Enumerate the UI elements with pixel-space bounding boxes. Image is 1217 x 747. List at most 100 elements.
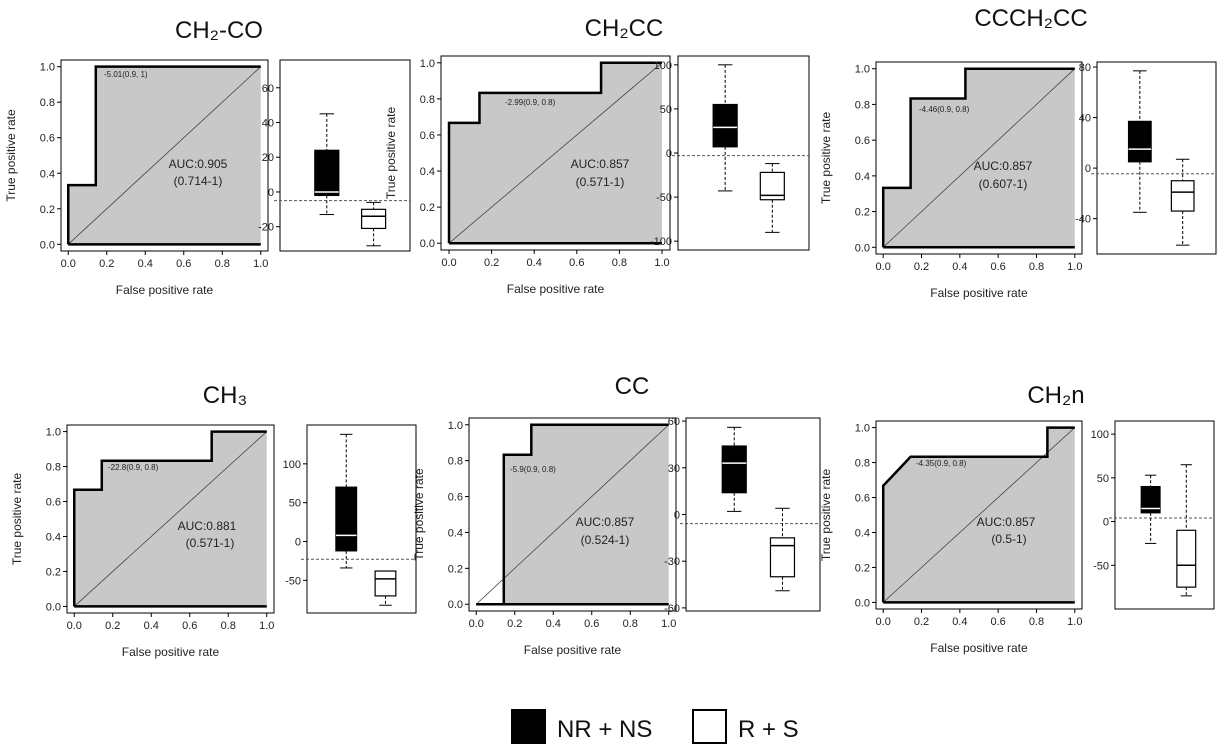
y-axis-label: True positive rate — [819, 469, 833, 562]
y-tick-label: 0.8 — [420, 94, 435, 106]
roc-diagonal — [67, 66, 262, 245]
x-axis-label: False positive rate — [930, 641, 1028, 655]
x-tick-label: 0.0 — [61, 258, 76, 270]
auc-label: AUC:0.857 — [977, 515, 1036, 529]
box-body — [769, 537, 796, 578]
roc-frame — [875, 61, 1083, 255]
auc-label: AUC:0.857 — [571, 157, 630, 171]
x-tick-label: 0.4 — [952, 616, 967, 628]
box-r-s — [374, 570, 397, 606]
boxplot-tick-label: 50 — [660, 104, 672, 116]
x-axis-label: False positive rate — [930, 286, 1028, 300]
box-body — [335, 486, 358, 552]
auc-ci-label: (0.571-1) — [186, 536, 235, 550]
boxplot-tick-label: 0 — [666, 148, 672, 160]
roc-curve — [881, 67, 1075, 248]
y-tick-label: 0.8 — [855, 99, 870, 111]
x-tick-label: 0.0 — [876, 616, 891, 628]
panel-2: CH₂CC 0.0 0.0 0.2 0.2 0.4 0.4 0.6 0.6 0.8 0.8 1.0 1.… — [384, 15, 810, 296]
x-tick-label: 0.2 — [507, 618, 522, 630]
y-tick-label: 0.6 — [46, 497, 61, 509]
roc-frame — [66, 424, 275, 614]
x-tick-label: 0.8 — [623, 618, 638, 630]
box-body — [361, 208, 387, 230]
panel-title: CH₂CC — [585, 15, 664, 42]
box-nr-ns — [314, 113, 340, 216]
y-tick-label: 0.6 — [855, 135, 870, 147]
y-tick-label: 0.2 — [855, 207, 870, 219]
y-tick-label: 0.4 — [855, 171, 870, 183]
auc-label: AUC:0.857 — [974, 159, 1033, 173]
roc-curve — [66, 65, 261, 245]
box-body — [1127, 120, 1152, 163]
boxplot-tick-label: 40 — [262, 118, 274, 130]
boxplot-tick-label: 0 — [674, 510, 680, 522]
y-tick-label: 0.4 — [855, 527, 870, 539]
y-tick-label: 0.0 — [420, 238, 435, 250]
boxplot-tick-label: 60 — [668, 416, 680, 428]
y-tick-label: 0.0 — [855, 242, 870, 254]
cutoff-label: -2.99(0.9, 0.8) — [505, 98, 556, 107]
panels: CH₂-CO 0.0 0.0 0.2 0.2 0.4 0.4 0.6 0.6 0.8 0.8 1.0 1… — [4, 5, 1217, 659]
x-tick-label: 0.2 — [99, 258, 114, 270]
x-tick-label: 0.0 — [469, 618, 484, 630]
x-tick-label: 1.0 — [259, 620, 274, 632]
x-tick-label: 0.8 — [221, 620, 236, 632]
box-r-s — [361, 201, 387, 247]
y-tick-label: 0.0 — [448, 599, 463, 611]
boxplot-frame — [685, 417, 821, 612]
y-tick-label: 0.2 — [420, 202, 435, 214]
boxplot-tick-label: 100 — [283, 459, 301, 471]
x-tick-label: 0.8 — [1029, 261, 1044, 273]
x-tick-label: 0.8 — [1029, 616, 1044, 628]
boxplot-tick-label: 100 — [1091, 429, 1109, 441]
panel-1: CH₂-CO 0.0 0.0 0.2 0.2 0.4 0.4 0.6 0.6 0.8 0.8 1.0 1… — [4, 17, 411, 297]
y-tick-label: 0.2 — [40, 204, 55, 216]
x-tick-label: 0.6 — [176, 258, 191, 270]
box-nr-ns — [1140, 474, 1161, 544]
roc-diagonal — [73, 431, 268, 607]
x-tick-label: 0.6 — [991, 261, 1006, 273]
auc-ci-label: (0.5-1) — [991, 532, 1026, 546]
panel-title: CH₂-CO — [175, 17, 263, 44]
box-body — [721, 445, 747, 494]
x-tick-label: 0.4 — [144, 620, 159, 632]
boxplot-frame — [1114, 420, 1215, 610]
y-tick-label: 1.0 — [46, 427, 61, 439]
box-nr-ns — [1127, 70, 1152, 213]
panel-title: CH₂n — [1027, 382, 1084, 409]
roc-frame — [440, 55, 671, 251]
x-tick-label: 1.0 — [1067, 261, 1082, 273]
y-axis-label: True positive rate — [819, 112, 833, 205]
boxplot-tick-label: -30 — [664, 556, 680, 568]
y-tick-label: 0.4 — [448, 527, 463, 539]
boxplot-tick-label: 0 — [268, 187, 274, 199]
x-tick-label: 0.0 — [876, 261, 891, 273]
x-tick-label: 1.0 — [654, 257, 669, 269]
y-axis-label: True positive rate — [384, 107, 398, 200]
x-tick-label: 0.2 — [914, 616, 929, 628]
boxplot-tick-label: -60 — [664, 603, 680, 615]
y-tick-label: 1.0 — [420, 58, 435, 70]
y-tick-label: 0.4 — [40, 168, 55, 180]
boxplot-tick-label: -50 — [1093, 560, 1109, 572]
y-tick-label: 0.8 — [40, 97, 55, 109]
x-tick-label: 0.4 — [138, 258, 153, 270]
x-tick-label: 0.2 — [914, 261, 929, 273]
legend: NR + NS R + S — [511, 709, 799, 744]
box-body — [374, 570, 397, 597]
auc-ci-label: (0.524-1) — [581, 533, 630, 547]
y-tick-label: 0.2 — [855, 562, 870, 574]
box-r-s — [759, 163, 785, 233]
boxplot-tick-label: -20 — [258, 222, 274, 234]
auc-label: AUC:0.881 — [178, 519, 237, 533]
panel-3: CCCH₂CC 0.0 0.0 0.2 0.2 0.4 0.4 0.6 0.6 0.8 0.8 1.0… — [819, 5, 1217, 300]
roc-frame — [60, 59, 269, 252]
boxplot-tick-label: -50 — [656, 192, 672, 204]
y-tick-label: 0.6 — [420, 130, 435, 142]
boxplot-frame — [1096, 61, 1217, 255]
auc-ci-label: (0.607-1) — [979, 177, 1028, 191]
x-tick-label: 1.0 — [661, 618, 676, 630]
x-tick-label: 1.0 — [253, 258, 268, 270]
